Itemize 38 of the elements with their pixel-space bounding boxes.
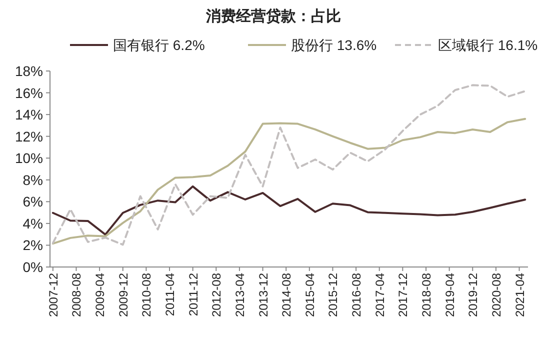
x-tick-label: 2019-12	[466, 272, 480, 318]
x-tick-label: 2013-12	[256, 272, 270, 318]
x-tick-label: 2017-04	[372, 272, 387, 318]
x-tick-label: 2018-08	[419, 272, 434, 318]
x-tick-label: 2015-12	[326, 272, 340, 318]
x-tick-label: 2020-08	[489, 272, 504, 318]
line-series	[52, 118, 526, 245]
y-tick-label: 2%	[22, 237, 43, 254]
x-tick-label: 2008-08	[70, 272, 84, 318]
legend-label: 国有银行 6.2%	[113, 37, 205, 53]
y-tick-label: 10%	[14, 150, 43, 166]
legend-label: 区域银行 16.1%	[438, 37, 538, 53]
x-tick-label: 2012-08	[210, 272, 224, 318]
chart-title: 消费经营贷款：占比	[205, 8, 341, 25]
y-tick-label: 18%	[14, 63, 43, 79]
x-tick-label: 2009-04	[93, 272, 108, 318]
y-tick-label: 6%	[22, 194, 43, 210]
x-tick-label: 2007-12	[46, 272, 60, 318]
y-tick-label: 14%	[14, 106, 43, 123]
x-tick-label: 2011-12	[186, 272, 200, 316]
x-tick-label: 2011-04	[163, 272, 177, 316]
y-tick-label: 8%	[22, 172, 43, 188]
y-tick-label: 12%	[14, 128, 43, 144]
y-tick-label: 16%	[14, 84, 43, 101]
line-series	[52, 185, 526, 236]
x-tick-label: 2016-08	[350, 272, 364, 318]
y-tick-label: 4%	[22, 215, 43, 232]
x-tick-label: 2019-04	[442, 272, 457, 318]
line-series	[52, 84, 526, 246]
x-tick-label: 2017-12	[396, 272, 410, 318]
legend-label: 股份行 13.6%	[291, 37, 377, 53]
x-tick-label: 2015-04	[302, 272, 317, 318]
y-tick-label: 0%	[22, 259, 43, 275]
x-tick-label: 2009-12	[116, 272, 130, 318]
x-tick-label: 2010-08	[140, 272, 154, 318]
x-tick-label: 2014-08	[280, 272, 294, 318]
x-tick-label: 2021-04	[512, 272, 527, 318]
x-tick-label: 2013-04	[232, 272, 247, 318]
